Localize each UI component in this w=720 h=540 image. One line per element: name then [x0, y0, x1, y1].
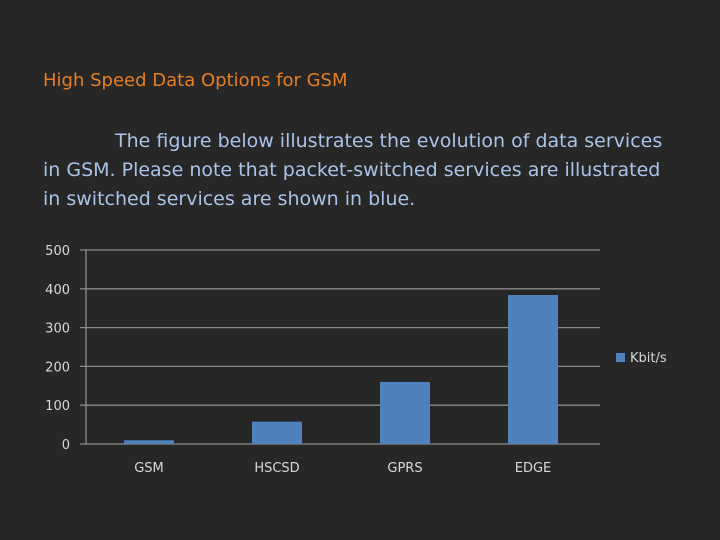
bar-gprs: [380, 381, 430, 444]
x-category-label: GSM: [134, 461, 164, 476]
y-tick-label: 200: [45, 360, 70, 375]
legend-label: Kbit/s: [630, 351, 667, 366]
y-tick-label: 400: [45, 283, 70, 298]
bar-edge: [508, 295, 558, 444]
body-line: The figure below illustrates the evoluti…: [115, 130, 663, 152]
y-tick-label: 500: [45, 244, 70, 259]
bar-hscsd: [252, 421, 302, 444]
bar-gsm: [124, 440, 174, 444]
x-axis-labels: GSM HSCSD GPRS EDGE: [134, 461, 551, 476]
body-line: in GSM. Please note that packet-switched…: [43, 159, 661, 181]
y-tick-label: 0: [62, 438, 70, 453]
legend: Kbit/s: [616, 351, 667, 366]
x-category-label: EDGE: [515, 461, 552, 476]
body-line: in switched services are shown in blue.: [43, 188, 416, 210]
x-category-label: GPRS: [387, 461, 422, 476]
bars: [124, 295, 558, 444]
x-category-label: HSCSD: [254, 461, 299, 476]
y-axis-ticks: 0 100 200 300 400 500: [45, 244, 70, 453]
slide-body-text: The figure below illustrates the evoluti…: [43, 127, 683, 214]
y-tick-label: 300: [45, 322, 70, 337]
legend-swatch: [616, 353, 625, 362]
slide-title: High Speed Data Options for GSM: [43, 70, 348, 91]
y-tick-label: 100: [45, 399, 70, 414]
